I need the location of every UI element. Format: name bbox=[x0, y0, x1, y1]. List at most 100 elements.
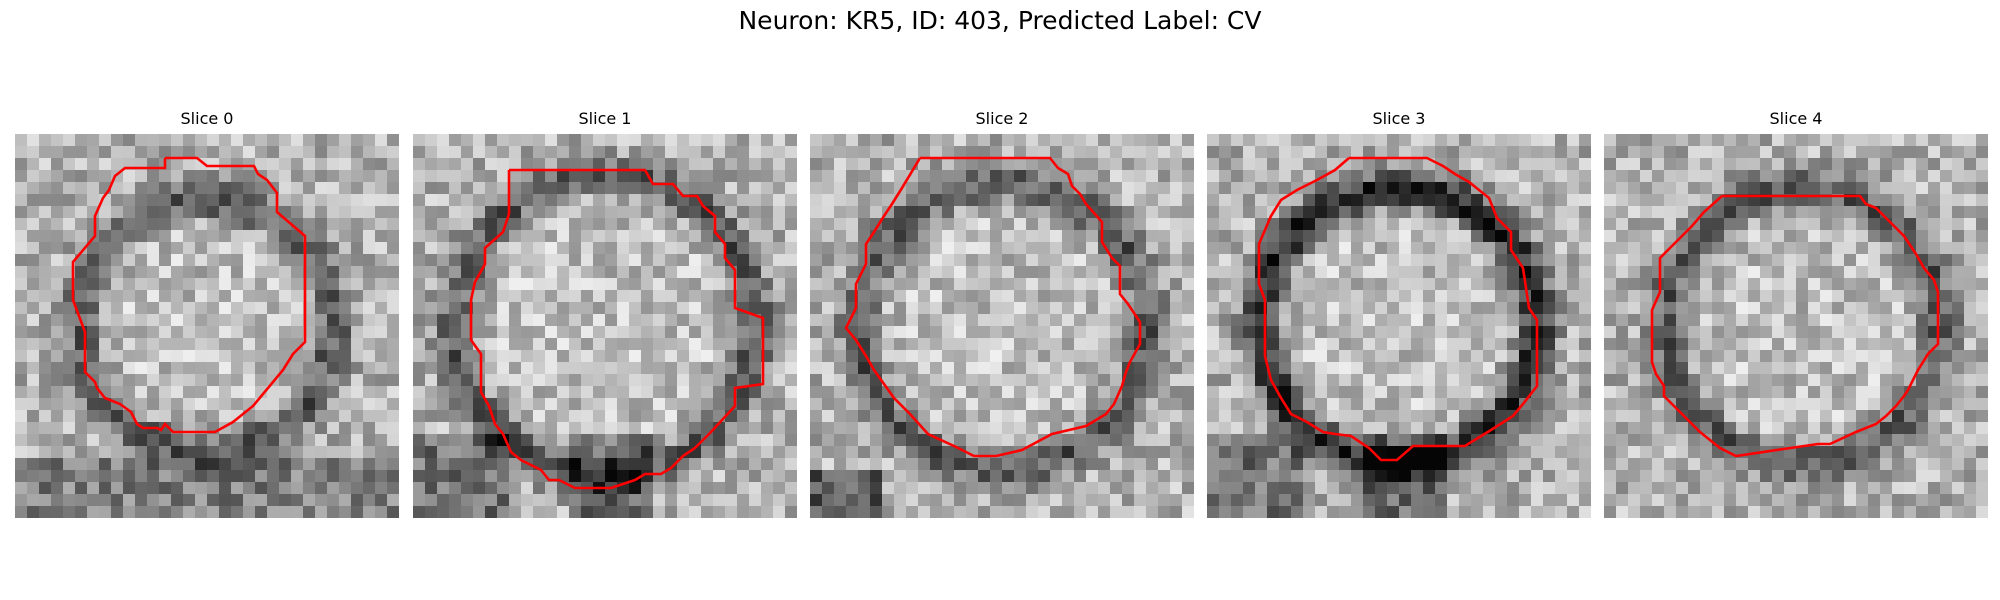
pixel bbox=[894, 386, 907, 399]
pixel bbox=[689, 290, 702, 303]
pixel bbox=[1784, 362, 1797, 375]
pixel bbox=[135, 206, 148, 219]
pixel bbox=[291, 398, 304, 411]
pixel bbox=[267, 386, 280, 399]
pixel bbox=[497, 302, 510, 315]
pixel bbox=[1002, 386, 1015, 399]
pixel bbox=[51, 134, 64, 147]
pixel bbox=[1483, 494, 1496, 507]
pixel bbox=[930, 254, 943, 267]
pixel bbox=[1543, 326, 1556, 339]
pixel bbox=[1351, 254, 1364, 267]
pixel bbox=[267, 146, 280, 159]
pixel bbox=[894, 146, 907, 159]
pixel bbox=[1411, 158, 1424, 171]
pixel bbox=[387, 158, 399, 171]
pixel bbox=[387, 374, 399, 387]
pixel bbox=[605, 410, 618, 423]
pixel bbox=[219, 302, 232, 315]
pixel bbox=[1435, 170, 1448, 183]
pixel bbox=[773, 158, 786, 171]
pixel bbox=[761, 278, 774, 291]
pixel bbox=[1952, 254, 1965, 267]
pixel bbox=[87, 470, 100, 483]
pixel bbox=[954, 362, 967, 375]
pixel bbox=[966, 374, 979, 387]
pixel bbox=[159, 230, 172, 243]
slice-4-canvas bbox=[1604, 134, 1988, 518]
pixel bbox=[1074, 254, 1087, 267]
pixel bbox=[1170, 278, 1183, 291]
pixel bbox=[183, 326, 196, 339]
pixel bbox=[1459, 398, 1472, 411]
pixel bbox=[1616, 290, 1629, 303]
pixel bbox=[1255, 374, 1268, 387]
pixel bbox=[1868, 254, 1881, 267]
pixel bbox=[425, 422, 438, 435]
pixel bbox=[1219, 398, 1232, 411]
pixel bbox=[51, 422, 64, 435]
pixel bbox=[569, 242, 582, 255]
pixel bbox=[1736, 434, 1749, 447]
pixel bbox=[1026, 290, 1039, 303]
pixel bbox=[882, 218, 895, 231]
pixel bbox=[1110, 182, 1123, 195]
pixel bbox=[906, 134, 919, 147]
pixel bbox=[1327, 314, 1340, 327]
pixel bbox=[545, 278, 558, 291]
pixel bbox=[497, 446, 510, 459]
pixel bbox=[1002, 482, 1015, 495]
pixel bbox=[75, 158, 88, 171]
pixel bbox=[1832, 350, 1845, 363]
pixel bbox=[1519, 170, 1532, 183]
pixel bbox=[51, 182, 64, 195]
pixel bbox=[171, 506, 184, 518]
slice-title-1: Slice 1 bbox=[578, 109, 632, 128]
pixel bbox=[846, 182, 859, 195]
pixel bbox=[737, 242, 750, 255]
pixel bbox=[1916, 326, 1929, 339]
pixel bbox=[1074, 326, 1087, 339]
pixel bbox=[581, 350, 594, 363]
pixel bbox=[437, 434, 450, 447]
pixel bbox=[785, 482, 797, 495]
pixel bbox=[737, 350, 750, 363]
pixel bbox=[1640, 290, 1653, 303]
pixel bbox=[1844, 278, 1857, 291]
pixel bbox=[1399, 494, 1412, 507]
pixel bbox=[1062, 446, 1075, 459]
pixel bbox=[1724, 254, 1737, 267]
pixel bbox=[1363, 362, 1376, 375]
pixel bbox=[1952, 290, 1965, 303]
pixel bbox=[1555, 386, 1568, 399]
pixel bbox=[449, 374, 462, 387]
slice-0-canvas bbox=[15, 134, 399, 518]
pixel bbox=[327, 206, 340, 219]
pixel bbox=[135, 230, 148, 243]
pixel bbox=[569, 278, 582, 291]
pixel bbox=[1604, 398, 1617, 411]
pixel bbox=[1279, 314, 1292, 327]
pixel bbox=[111, 470, 124, 483]
pixel bbox=[918, 218, 931, 231]
pixel bbox=[375, 218, 388, 231]
pixel bbox=[1002, 422, 1015, 435]
pixel bbox=[1423, 482, 1436, 495]
pixel bbox=[521, 314, 534, 327]
pixel bbox=[1243, 218, 1256, 231]
pixel bbox=[437, 362, 450, 375]
pixel bbox=[425, 398, 438, 411]
pixel bbox=[942, 182, 955, 195]
pixel bbox=[1628, 230, 1641, 243]
pixel bbox=[27, 386, 40, 399]
pixel bbox=[665, 506, 678, 518]
pixel bbox=[1074, 302, 1087, 315]
pixel bbox=[75, 182, 88, 195]
pixel bbox=[1146, 482, 1159, 495]
pixel bbox=[425, 362, 438, 375]
pixel bbox=[27, 254, 40, 267]
pixel bbox=[1664, 290, 1677, 303]
pixel bbox=[1784, 302, 1797, 315]
pixel bbox=[291, 506, 304, 518]
pixel bbox=[1014, 194, 1027, 207]
